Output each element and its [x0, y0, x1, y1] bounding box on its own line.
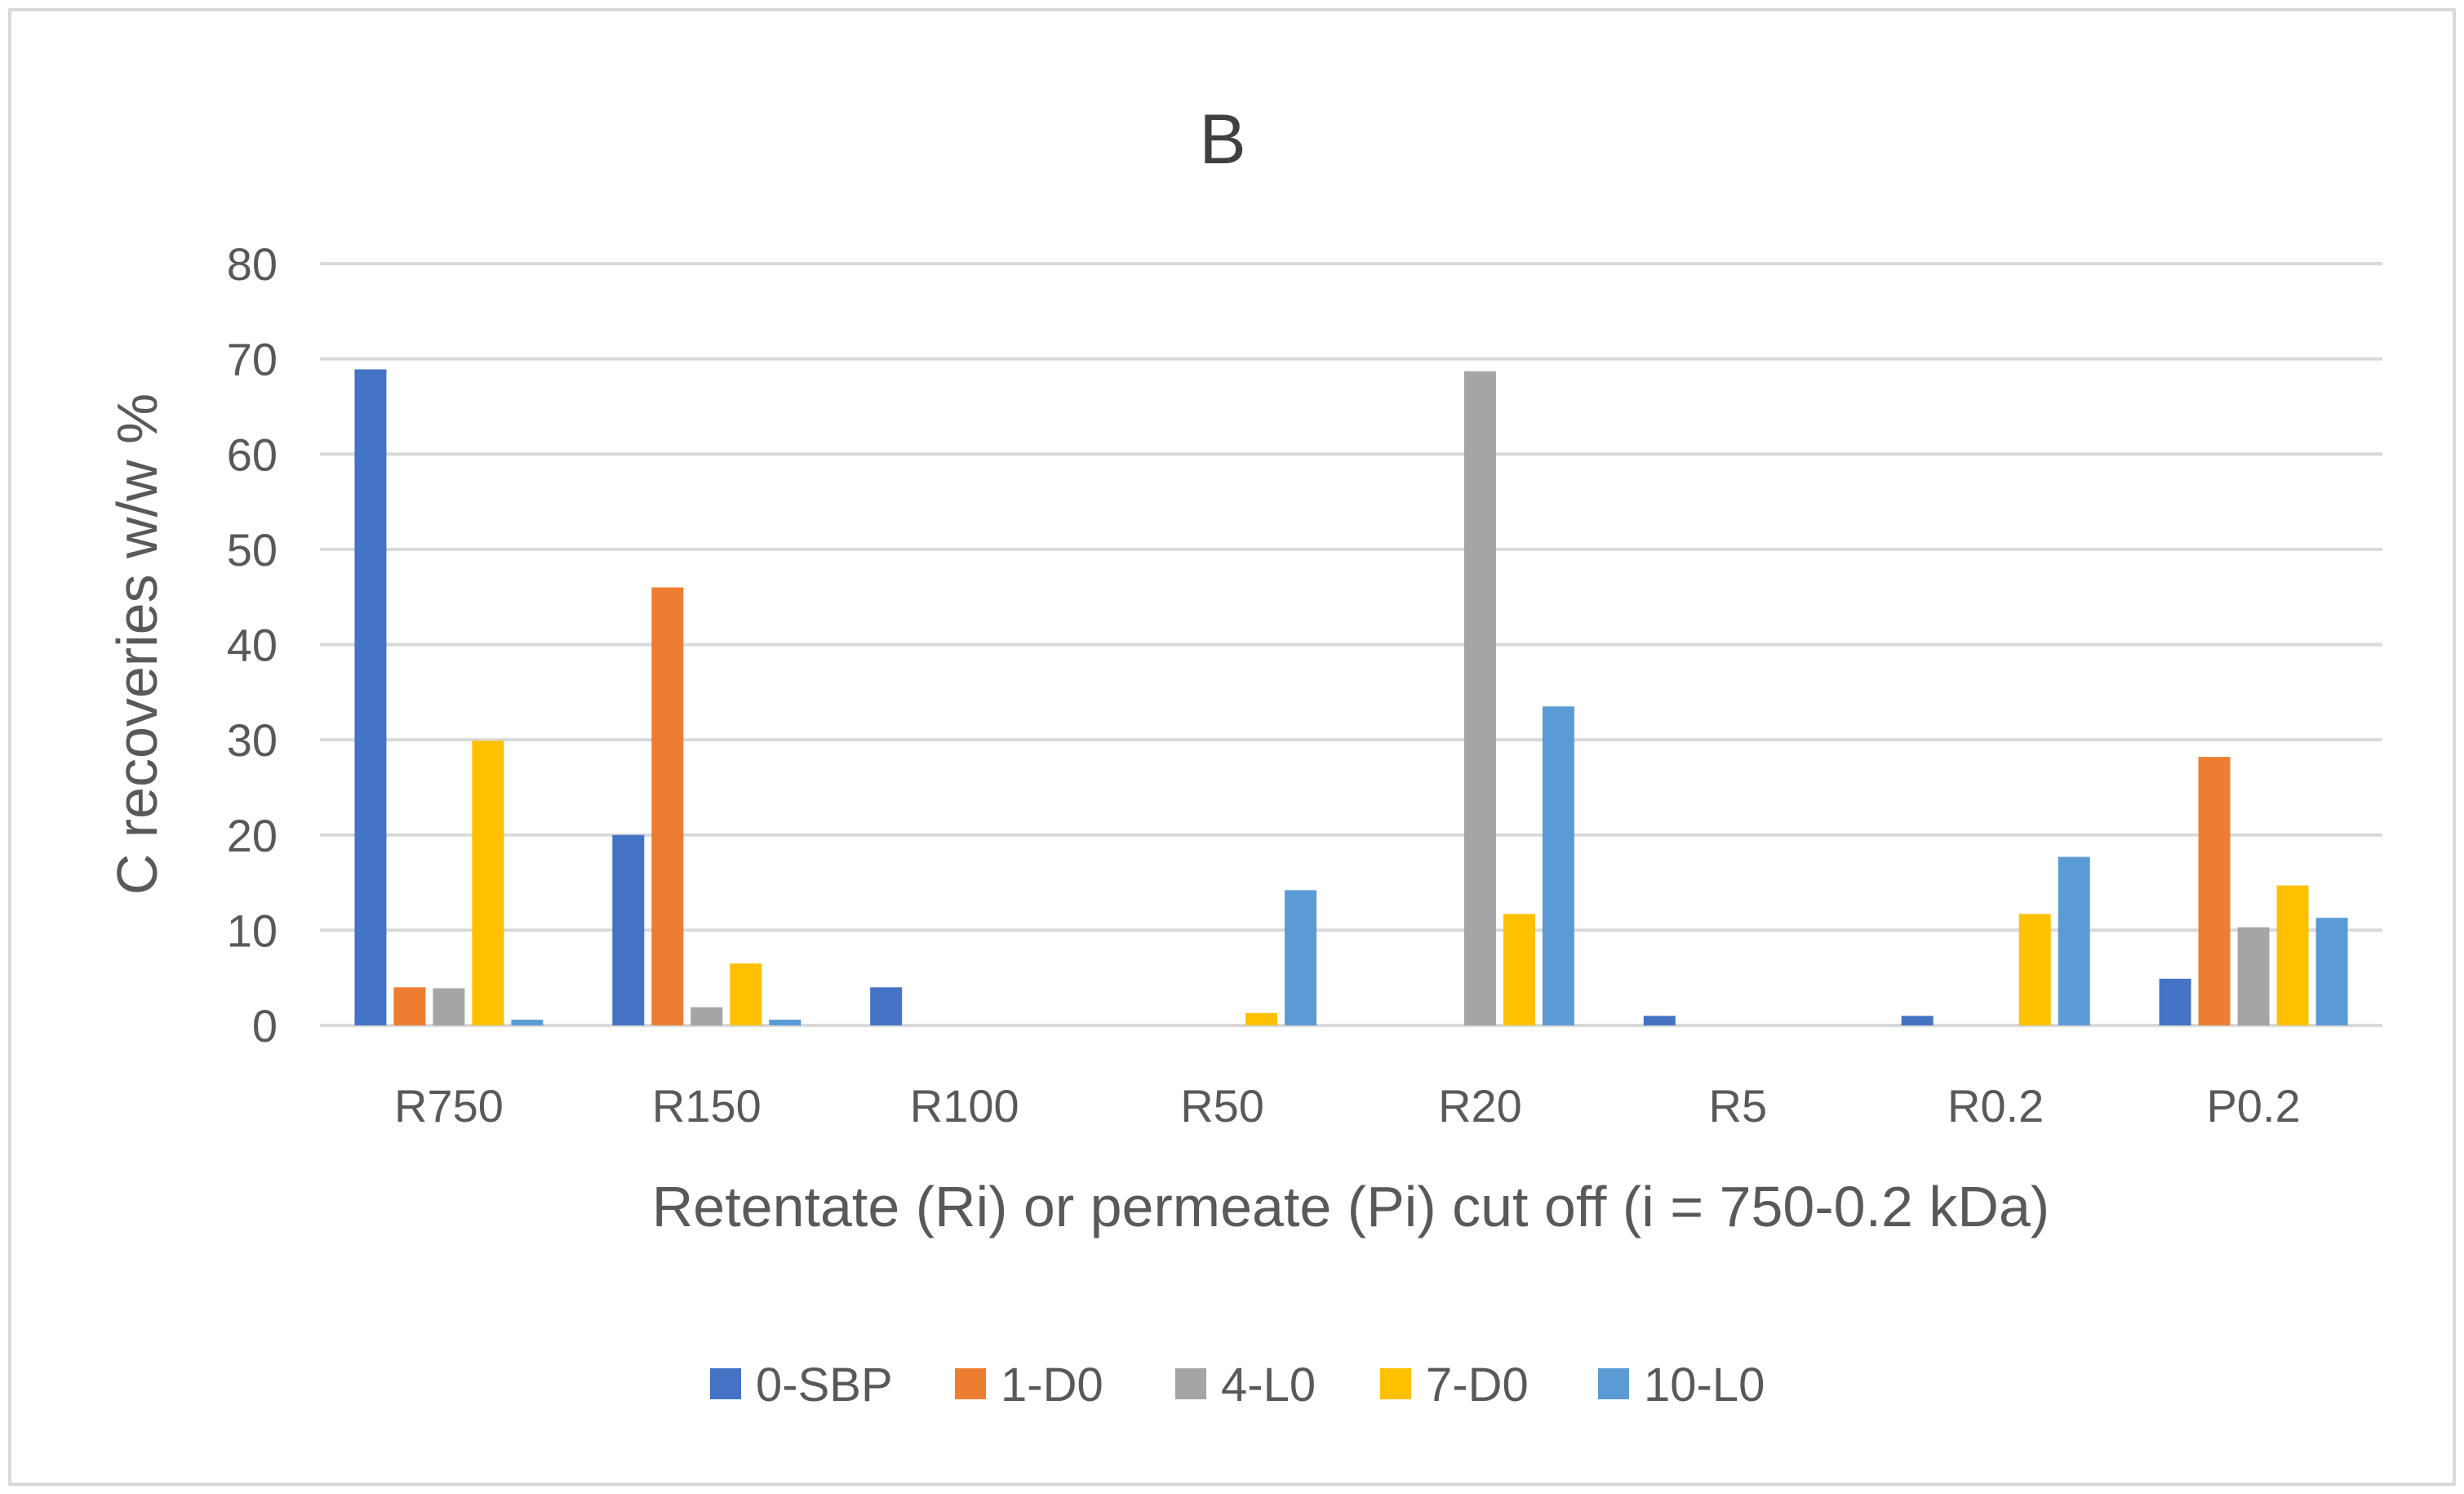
legend-label: 0-SBP — [756, 1358, 893, 1412]
legend-label: 10-L0 — [1644, 1358, 1765, 1412]
bar-1-D0-R150 — [651, 587, 684, 1025]
y-axis-ticks: 0 10 20 30 40 50 60 70 80 — [227, 238, 277, 1052]
legend-label: 4-L0 — [1221, 1358, 1316, 1412]
bar-7-D0-R20 — [1503, 914, 1535, 1025]
x-axis-ticks: R750 R150 R100 R50 R20 R5 R0.2 P0.2 — [394, 1080, 2301, 1132]
bar-1-D0-P0.2 — [2198, 757, 2231, 1025]
x-tick-label: R0.2 — [1947, 1080, 2044, 1132]
y-tick-label: 0 — [252, 1000, 277, 1052]
x-tick-label: P0.2 — [2206, 1080, 2300, 1132]
x-tick-label: R5 — [1709, 1080, 1768, 1132]
bar-10-L0-R0.2 — [2058, 856, 2090, 1025]
bar-7-D0-R150 — [730, 963, 762, 1025]
y-tick-label: 30 — [227, 714, 277, 766]
y-tick-label: 50 — [227, 524, 277, 576]
bar-0-SBP-R150 — [612, 834, 645, 1025]
x-axis-title: Retentate (Ri) or permeate (Pi) cut off … — [652, 1175, 2049, 1238]
legend-item: 10-L0 — [1598, 1358, 1765, 1412]
x-tick-label: R50 — [1180, 1080, 1264, 1132]
legend-swatch — [1598, 1368, 1629, 1399]
bar-7-D0-R750 — [472, 740, 504, 1025]
legend: 0-SBP 1-D0 4-L0 7-D0 10-L0 — [710, 1358, 1765, 1412]
y-tick-label: 60 — [227, 429, 277, 480]
legend-swatch — [1380, 1368, 1411, 1399]
y-tick-label: 70 — [227, 334, 277, 385]
chart-title: B — [1199, 100, 1245, 179]
y-tick-label: 20 — [227, 810, 277, 861]
y-axis-title: C recoveries w/w % — [105, 394, 169, 896]
legend-item: 7-D0 — [1380, 1358, 1529, 1412]
bar-10-L0-P0.2 — [2315, 918, 2348, 1025]
y-tick-label: 10 — [227, 905, 277, 956]
legend-item: 0-SBP — [710, 1358, 893, 1412]
x-tick-label: R100 — [910, 1080, 1019, 1132]
x-tick-label: R750 — [394, 1080, 504, 1132]
legend-label: 7-D0 — [1426, 1358, 1529, 1412]
legend-item: 4-L0 — [1175, 1358, 1316, 1412]
y-tick-label: 80 — [227, 238, 277, 290]
bar-0-SBP-R750 — [354, 369, 387, 1025]
bar-1-D0-R750 — [393, 987, 426, 1025]
legend-swatch — [710, 1368, 741, 1399]
chart-frame — [8, 8, 2456, 1486]
bar-0-SBP-R100 — [870, 987, 903, 1025]
x-tick-label: R150 — [652, 1080, 761, 1132]
bar-7-D0-R50 — [1245, 1012, 1278, 1025]
bar-0-SBP-R0.2 — [1901, 1016, 1933, 1025]
legend-item: 1-D0 — [955, 1358, 1103, 1412]
bars — [354, 369, 2348, 1025]
bar-4-L0-R20 — [1463, 371, 1496, 1025]
legend-label: 1-D0 — [1001, 1358, 1103, 1412]
bar-0-SBP-P0.2 — [2159, 978, 2191, 1025]
bar-0-SBP-R5 — [1643, 1016, 1676, 1025]
bar-10-L0-R150 — [769, 1020, 801, 1025]
y-tick-label: 40 — [227, 620, 277, 671]
bar-10-L0-R50 — [1285, 890, 1317, 1025]
bar-10-L0-R750 — [511, 1020, 544, 1025]
x-tick-label: R20 — [1438, 1080, 1522, 1132]
legend-swatch — [955, 1368, 986, 1399]
bar-4-L0-R150 — [690, 1007, 723, 1025]
bar-4-L0-R750 — [433, 988, 465, 1025]
bar-7-D0-P0.2 — [2276, 885, 2309, 1025]
bar-10-L0-R20 — [1542, 706, 1574, 1025]
bar-7-D0-R0.2 — [2018, 914, 2051, 1025]
bar-4-L0-P0.2 — [2237, 927, 2270, 1025]
legend-swatch — [1175, 1368, 1206, 1399]
